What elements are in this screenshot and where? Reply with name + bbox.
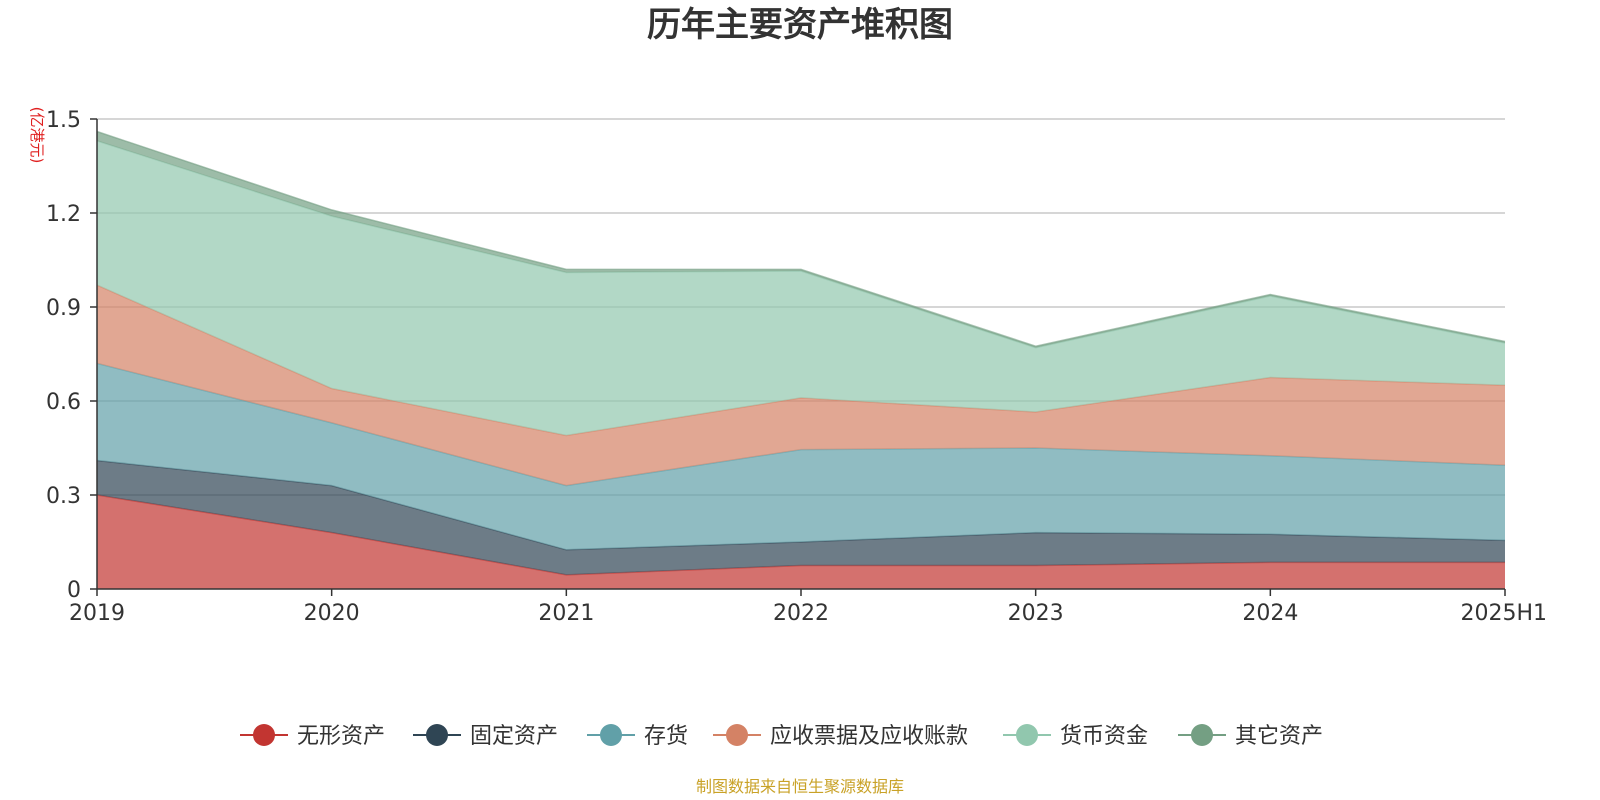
area-series-5 xyxy=(97,140,1505,436)
legend-item-2[interactable]: 固定资产 xyxy=(413,724,558,749)
legend-item-4[interactable]: 应收票据及应收账款 xyxy=(713,724,968,749)
legend-item-3[interactable]: 存货 xyxy=(587,724,688,749)
area-series-group xyxy=(96,130,1506,589)
x-tick-label: 2024 xyxy=(1242,601,1298,626)
area-series-3 xyxy=(97,363,1505,550)
legend-item-6[interactable]: 其它资产 xyxy=(1178,724,1323,749)
y-tick-label: 0.6 xyxy=(46,390,81,415)
x-tick-label: 2023 xyxy=(1008,601,1064,626)
y-tick-label: 1.2 xyxy=(46,202,81,227)
legend-marker xyxy=(726,724,748,746)
y-tick-label: 0.9 xyxy=(46,296,81,321)
area-series-2 xyxy=(97,460,1505,575)
legend: 无形资产 固定资产 存货 应收票据及应收账款 货币资金 其它资产 xyxy=(240,724,1323,749)
chart-title: 历年主要资产堆积图 xyxy=(647,5,953,45)
axes: 0 0.3 0.6 0.9 1.2 1.5 2019 2020 2021 2022 2023 2024… xyxy=(46,108,1547,626)
legend-label: 货币资金 xyxy=(1060,724,1148,749)
legend-marker xyxy=(253,724,275,746)
legend-label: 存货 xyxy=(644,724,688,749)
legend-marker xyxy=(1191,724,1213,746)
y-axis-unit-label: (亿港元) xyxy=(28,107,46,164)
legend-item-1[interactable]: 无形资产 xyxy=(240,724,385,749)
x-tick-label: 2020 xyxy=(304,601,360,626)
legend-marker xyxy=(600,724,622,746)
legend-marker xyxy=(426,724,448,746)
y-tick-label: 0.3 xyxy=(46,484,81,509)
y-tick-label: 0 xyxy=(67,578,81,603)
legend-marker xyxy=(1016,724,1038,746)
legend-label: 其它资产 xyxy=(1235,724,1323,749)
legend-label: 无形资产 xyxy=(297,724,385,749)
area-series-1 xyxy=(97,495,1505,589)
x-tick-label: 2021 xyxy=(538,601,594,626)
legend-item-5[interactable]: 货币资金 xyxy=(1003,724,1148,749)
x-tick-label: 2025H1 xyxy=(1460,601,1547,626)
legend-label: 应收票据及应收账款 xyxy=(770,724,968,749)
x-tick-label: 2022 xyxy=(773,601,829,626)
x-tick-label: 2019 xyxy=(69,601,125,626)
data-source-note: 制图数据来自恒生聚源数据库 xyxy=(696,777,904,796)
area-series-6-edge xyxy=(96,130,1506,347)
area-series-4 xyxy=(97,285,1505,486)
y-tick-label: 1.5 xyxy=(46,108,81,133)
legend-label: 固定资产 xyxy=(470,724,558,749)
